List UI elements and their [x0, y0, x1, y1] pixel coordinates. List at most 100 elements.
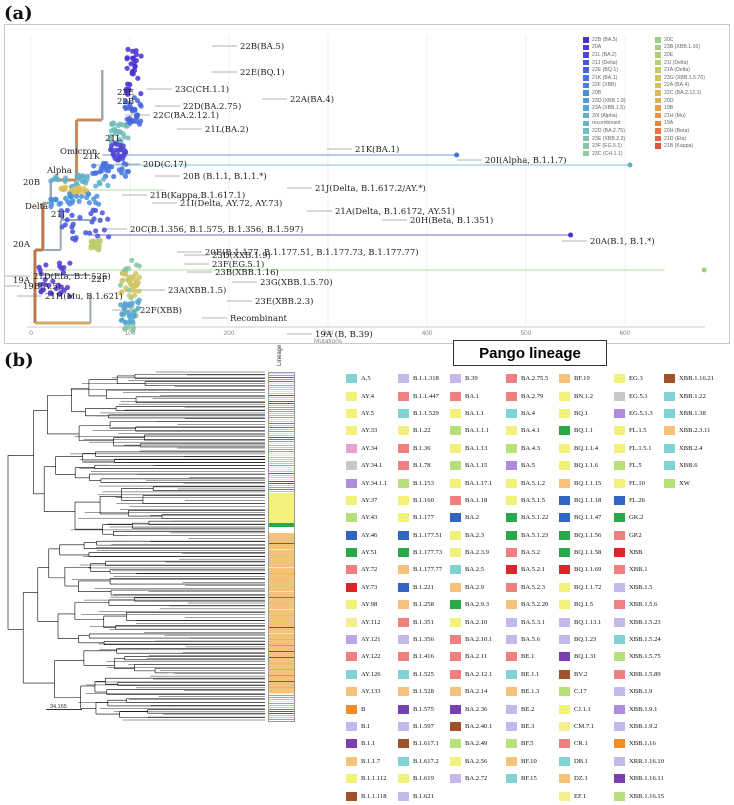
tip-point: [59, 265, 65, 272]
pango-legend-label: BA.2.79: [521, 392, 544, 400]
lineage-band: [269, 469, 294, 471]
pango-legend-swatch: [506, 461, 517, 471]
lineage-band: [269, 451, 294, 453]
pango-legend-swatch: [559, 774, 570, 784]
tip-point: [119, 311, 125, 318]
pango-legend-swatch: [398, 530, 409, 540]
pango-legend-label: B: [361, 705, 366, 713]
tip-point: [83, 180, 89, 186]
legend-label: 19A: [664, 120, 674, 127]
legend-label: 22A (BA.4): [664, 82, 690, 89]
pango-legend-label: AY.37: [361, 496, 378, 504]
pango-legend-swatch: [398, 582, 409, 592]
tip-point: [129, 257, 135, 263]
tip-point: [111, 127, 117, 133]
pango-legend-item: FL.1.5.1: [614, 440, 664, 457]
tip-point: [136, 297, 142, 303]
pango-legend-swatch: [614, 530, 625, 540]
legend-swatch: [583, 82, 589, 89]
axis-tick-label: 0: [29, 330, 33, 337]
pango-legend-swatch: [506, 374, 517, 384]
tip-point: [132, 63, 138, 69]
lineage-band: [269, 439, 294, 441]
pango-legend-swatch: [346, 635, 357, 645]
pango-legend-label: BA.2.36: [465, 705, 488, 713]
lineage-band: [269, 483, 294, 485]
pango-legend-swatch: [450, 478, 461, 488]
pango-legend-swatch: [450, 530, 461, 540]
legend-label: 23G (XBB.1.5.70): [664, 74, 705, 81]
lineage-band: [269, 467, 294, 469]
lineage-band: [269, 555, 294, 557]
pango-legend-label: XBB.1.16.11: [629, 775, 664, 783]
lineage-band: [269, 401, 294, 403]
pango-legend-label: BQ.1.1: [574, 427, 594, 435]
pango-legend-item: BE.1.1: [506, 666, 548, 683]
pango-legend-item: BV.2: [559, 666, 601, 683]
pango-legend-item: BQ.1.1.47: [559, 509, 601, 526]
pango-legend-item: AY.98: [346, 596, 387, 613]
tip-point: [118, 290, 124, 296]
pango-legend-item: FL.10: [614, 474, 664, 491]
lineage-band: [269, 449, 294, 451]
pango-legend-swatch: [398, 687, 409, 697]
tip-point: [93, 228, 99, 234]
pango-legend-label: BA.2.3: [465, 531, 485, 539]
legend-item: 21K (BA.1): [583, 74, 625, 82]
pango-legend-item: BQ.1.1.56: [559, 527, 601, 544]
pango-legend-item: BQ.1.1: [559, 422, 601, 439]
tip-point: [67, 260, 73, 266]
legend-swatch: [583, 120, 589, 127]
pango-legend-item: XBB.1.5.89: [614, 666, 664, 683]
pango-legend-item: AY.122: [346, 648, 387, 665]
axis-tick-label: 400: [422, 330, 433, 337]
pango-legend-swatch: [559, 582, 570, 592]
pango-legend-label: XBB: [629, 549, 643, 557]
legend-label: 20D: [664, 97, 674, 104]
pango-legend-label: XBB.1.16.15: [629, 792, 664, 800]
pango-legend-swatch: [398, 635, 409, 645]
pango-legend-label: B.1: [361, 723, 371, 730]
pango-legend-swatch: [664, 478, 675, 488]
pango-legend-swatch: [664, 461, 675, 471]
pango-legend-label: XBB.1: [629, 566, 648, 574]
pango-legend-item: BF.10: [506, 753, 548, 770]
pango-legend-swatch: [614, 687, 625, 697]
pango-legend-item: EG.5.1.3: [614, 405, 664, 422]
pango-legend-item: B.1.528: [398, 683, 442, 700]
pango-legend-item: BA.2.36: [450, 700, 492, 717]
pango-legend-item: AY.73: [346, 579, 387, 596]
pango-legend-swatch: [664, 426, 675, 436]
pango-legend-swatch: [346, 443, 357, 453]
lineage-band: [269, 573, 294, 575]
tip-point: [86, 230, 93, 236]
pango-legend-swatch: [506, 565, 517, 575]
tip-point: [85, 173, 91, 179]
tip-point: [113, 147, 119, 153]
pango-legend-label: B.1.1.112: [361, 775, 387, 783]
pango-legend-label: EF.1: [574, 792, 587, 800]
tip-point: [121, 160, 127, 167]
pango-legend-item: B: [346, 700, 387, 717]
pango-legend-item: BE.1.3: [506, 683, 548, 700]
pango-legend-swatch: [614, 391, 625, 401]
lineage-band: [269, 407, 294, 409]
pango-legend-item: BA.1.13: [450, 440, 492, 457]
lineage-band: [269, 621, 294, 623]
clade-label: 21D(Eta, B.1.525): [33, 271, 111, 282]
pango-legend-swatch: [614, 548, 625, 558]
pango-legend-item: XBB.1.22: [664, 387, 714, 404]
tip-point: [96, 246, 102, 253]
pango-legend-item: BA.5: [506, 457, 548, 474]
pango-legend-label: BF.19: [574, 375, 590, 383]
tip-point: [58, 208, 65, 214]
pango-legend-label: BA.1: [465, 392, 480, 400]
pango-legend-swatch: [346, 374, 357, 384]
pango-legend-item: B.1.177: [398, 509, 442, 526]
tip-point: [52, 196, 58, 202]
pango-legend-label: BF.15: [521, 775, 537, 783]
pango-legend-item: A.5: [346, 370, 387, 387]
legend-swatch: [655, 75, 661, 81]
tip-point: [59, 224, 65, 230]
pango-legend-swatch: [664, 391, 675, 401]
